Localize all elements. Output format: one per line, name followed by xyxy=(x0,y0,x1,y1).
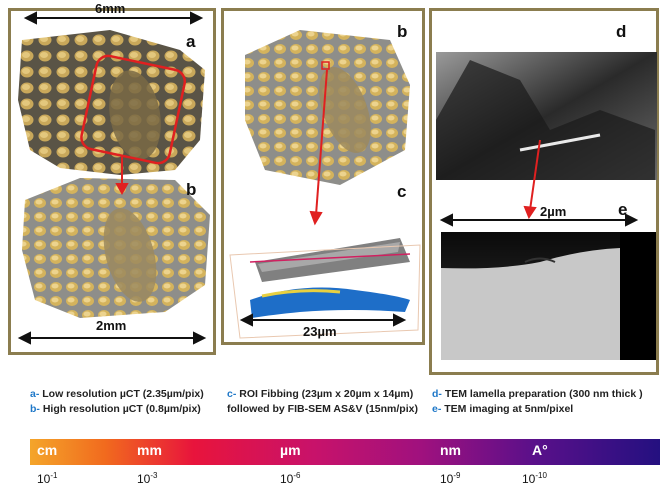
length-scale-bar: cm mm µm nm A° xyxy=(30,439,660,465)
caption-a: a- Low resolution µCT (2.35µm/pix) xyxy=(30,388,204,400)
dimension-label-2mm: 2mm xyxy=(96,318,127,333)
tem-image xyxy=(441,232,656,360)
caption-d: d- TEM lamella preparation (300 nm thick… xyxy=(432,388,643,400)
roi-selection-box xyxy=(80,54,187,165)
scale-unit-cm: cm xyxy=(37,442,58,458)
caption-b-text: High resolution µCT (0.8µm/pix) xyxy=(42,403,201,415)
caption-a-key: a- xyxy=(30,388,40,400)
flow-arrows xyxy=(115,69,541,226)
panel-label-a: a xyxy=(186,32,196,51)
scale-unit-nm: nm xyxy=(440,442,461,458)
caption-e-key: e- xyxy=(432,403,442,415)
exp-power: -9 xyxy=(453,471,461,480)
scale-unit-angstrom: A° xyxy=(532,442,548,458)
dimension-label-6mm: 6mm xyxy=(95,1,126,16)
panel-label-c: c xyxy=(397,182,407,201)
panel-label-e: e xyxy=(618,200,628,219)
caption-c-cont: followed by FIB-SEM AS&V (15nm/pix) xyxy=(227,403,418,415)
exp-power: -1 xyxy=(50,471,58,480)
panel-label-b-right: b xyxy=(397,22,408,41)
panel-label-b-lower: b xyxy=(186,180,197,199)
caption-c-text-1: ROI Fibbing (23µm x 20µm x 14µm) xyxy=(239,388,414,400)
exp-base: 10 xyxy=(280,472,294,486)
caption-b: b- High resolution µCT (0.8µm/pix) xyxy=(30,403,201,415)
scale-exponent-um: 10-6 xyxy=(280,471,300,486)
dimension-arrows xyxy=(17,11,639,345)
scale-exponent-mm: 10-3 xyxy=(137,471,157,486)
scale-unit-um: µm xyxy=(280,442,301,458)
caption-a-text: Low resolution µCT (2.35µm/pix) xyxy=(42,388,204,400)
dimension-label-23um: 23µm xyxy=(303,324,337,339)
caption-e-text: TEM imaging at 5nm/pixel xyxy=(444,403,574,415)
dimension-label-2um: 2µm xyxy=(540,204,567,219)
exp-base: 10 xyxy=(137,472,151,486)
scale-unit-mm: mm xyxy=(137,442,162,458)
scale-exponent-angstrom: 10-10 xyxy=(522,471,547,486)
caption-e: e- TEM imaging at 5nm/pixel xyxy=(432,403,573,415)
exp-base: 10 xyxy=(440,472,454,486)
scale-exponent-cm: 10-1 xyxy=(37,471,57,486)
exp-power: -3 xyxy=(150,471,158,480)
exp-base: 10 xyxy=(37,472,51,486)
exp-power: -10 xyxy=(535,471,547,480)
caption-d-text: TEM lamella preparation (300 nm thick ) xyxy=(444,388,643,400)
caption-d-key: d- xyxy=(432,388,442,400)
caption-c-text-2: followed by FIB-SEM AS&V (15nm/pix) xyxy=(227,403,418,415)
sem-image xyxy=(436,52,657,180)
caption-b-key: b- xyxy=(30,403,40,415)
volume-render-high-res xyxy=(22,178,210,318)
volume-render-roi xyxy=(245,30,410,185)
fib-sem-render xyxy=(229,238,421,339)
caption-c-key: c- xyxy=(227,388,237,400)
roi-marker xyxy=(321,61,330,70)
exp-base: 10 xyxy=(522,472,536,486)
exp-power: -6 xyxy=(293,471,301,480)
panel-label-d: d xyxy=(616,22,627,41)
scale-exponent-nm: 10-9 xyxy=(440,471,460,486)
caption-c: c- ROI Fibbing (23µm x 20µm x 14µm) xyxy=(227,388,413,400)
